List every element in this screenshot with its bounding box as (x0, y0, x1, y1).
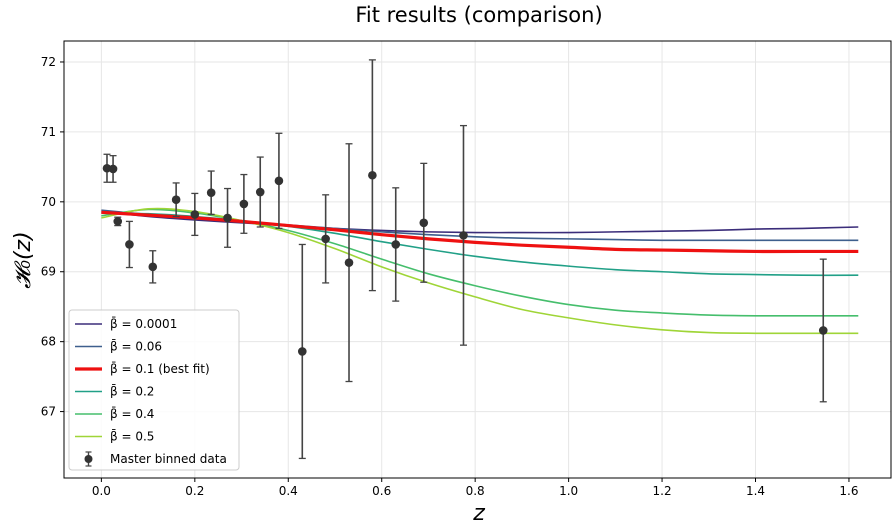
legend-label: β̄ = 0.0001 (110, 317, 177, 331)
data-point (171, 182, 181, 218)
x-axis-label: z (472, 501, 485, 526)
data-marker (368, 170, 377, 180)
x-tick-label: 1.4 (746, 484, 765, 498)
data-marker (255, 187, 265, 197)
data-point (190, 192, 200, 237)
x-tick-label: 1.2 (653, 484, 672, 498)
y-tick-label: 71 (41, 125, 56, 139)
legend: β̄ = 0.0001 β̄ = 0.06 β̄ = 0.1 (best fit) β… (68, 309, 240, 471)
data-marker (108, 164, 118, 174)
data-point (344, 143, 354, 383)
data-marker (344, 258, 354, 267)
legend-label: β̄ = 0.4 (110, 407, 154, 421)
series-line (101, 208, 859, 317)
data-point (818, 258, 828, 403)
data-point (255, 156, 265, 228)
y-tick-label: 69 (41, 265, 56, 279)
data-point (368, 59, 377, 292)
y-tick-label: 70 (41, 195, 56, 209)
data-marker (206, 188, 216, 198)
x-tick-label: 1.0 (559, 484, 578, 498)
legend-label: β̄ = 0.06 (110, 339, 162, 353)
y-tick-label: 68 (41, 335, 56, 349)
legend-box (68, 309, 240, 471)
data-marker (190, 210, 200, 219)
data-marker (297, 347, 307, 356)
x-tick-label: 0.4 (279, 484, 298, 498)
data-marker (125, 240, 134, 249)
legend-marker (84, 455, 93, 463)
legend-label: β̄ = 0.2 (110, 384, 154, 398)
chart-title: Fit results (comparison) (355, 3, 602, 27)
data-marker (321, 234, 330, 244)
legend-label: β̄ = 0.5 (110, 429, 154, 443)
data-marker (148, 262, 158, 272)
y-axis-label: 𝓗₀(z) (11, 231, 36, 288)
data-marker (171, 195, 181, 205)
data-marker (459, 231, 468, 240)
y-tick-label: 67 (41, 405, 56, 419)
data-marker (391, 240, 401, 249)
data-point (113, 216, 123, 227)
tick-labels: 0.0 0.2 0.4 0.6 0.8 1.0 1.2 1.4 1.6 67 68 69 70 71 72 (41, 55, 859, 498)
x-tick-label: 0.0 (92, 484, 111, 498)
plot-frame (63, 40, 892, 479)
data-marker (274, 176, 284, 186)
plot-area (101, 59, 859, 460)
data-point (321, 194, 330, 284)
data-marker (113, 217, 123, 226)
x-tick-label: 0.6 (372, 484, 391, 498)
axes (60, 40, 892, 482)
legend-label: β̄ = 0.1 (best fit) (110, 362, 210, 376)
data-point (459, 124, 468, 346)
data-point (223, 187, 232, 248)
legend-label: Master binned data (110, 452, 227, 466)
x-tick-label: 0.2 (185, 484, 204, 498)
data-point (239, 173, 249, 234)
data-point (206, 170, 216, 216)
x-tick-label: 1.6 (839, 484, 858, 498)
data-point (297, 243, 307, 460)
data-point (419, 162, 429, 283)
data-marker (223, 213, 232, 223)
x-tick-label: 0.8 (466, 484, 485, 498)
data-point (148, 250, 158, 284)
y-tick-label: 72 (41, 55, 56, 69)
data-point (274, 132, 284, 230)
data-marker (818, 326, 828, 335)
data-marker (239, 199, 249, 209)
data-point (125, 220, 134, 269)
data-marker (419, 218, 429, 228)
data-point (391, 187, 401, 302)
data-point (108, 155, 118, 183)
